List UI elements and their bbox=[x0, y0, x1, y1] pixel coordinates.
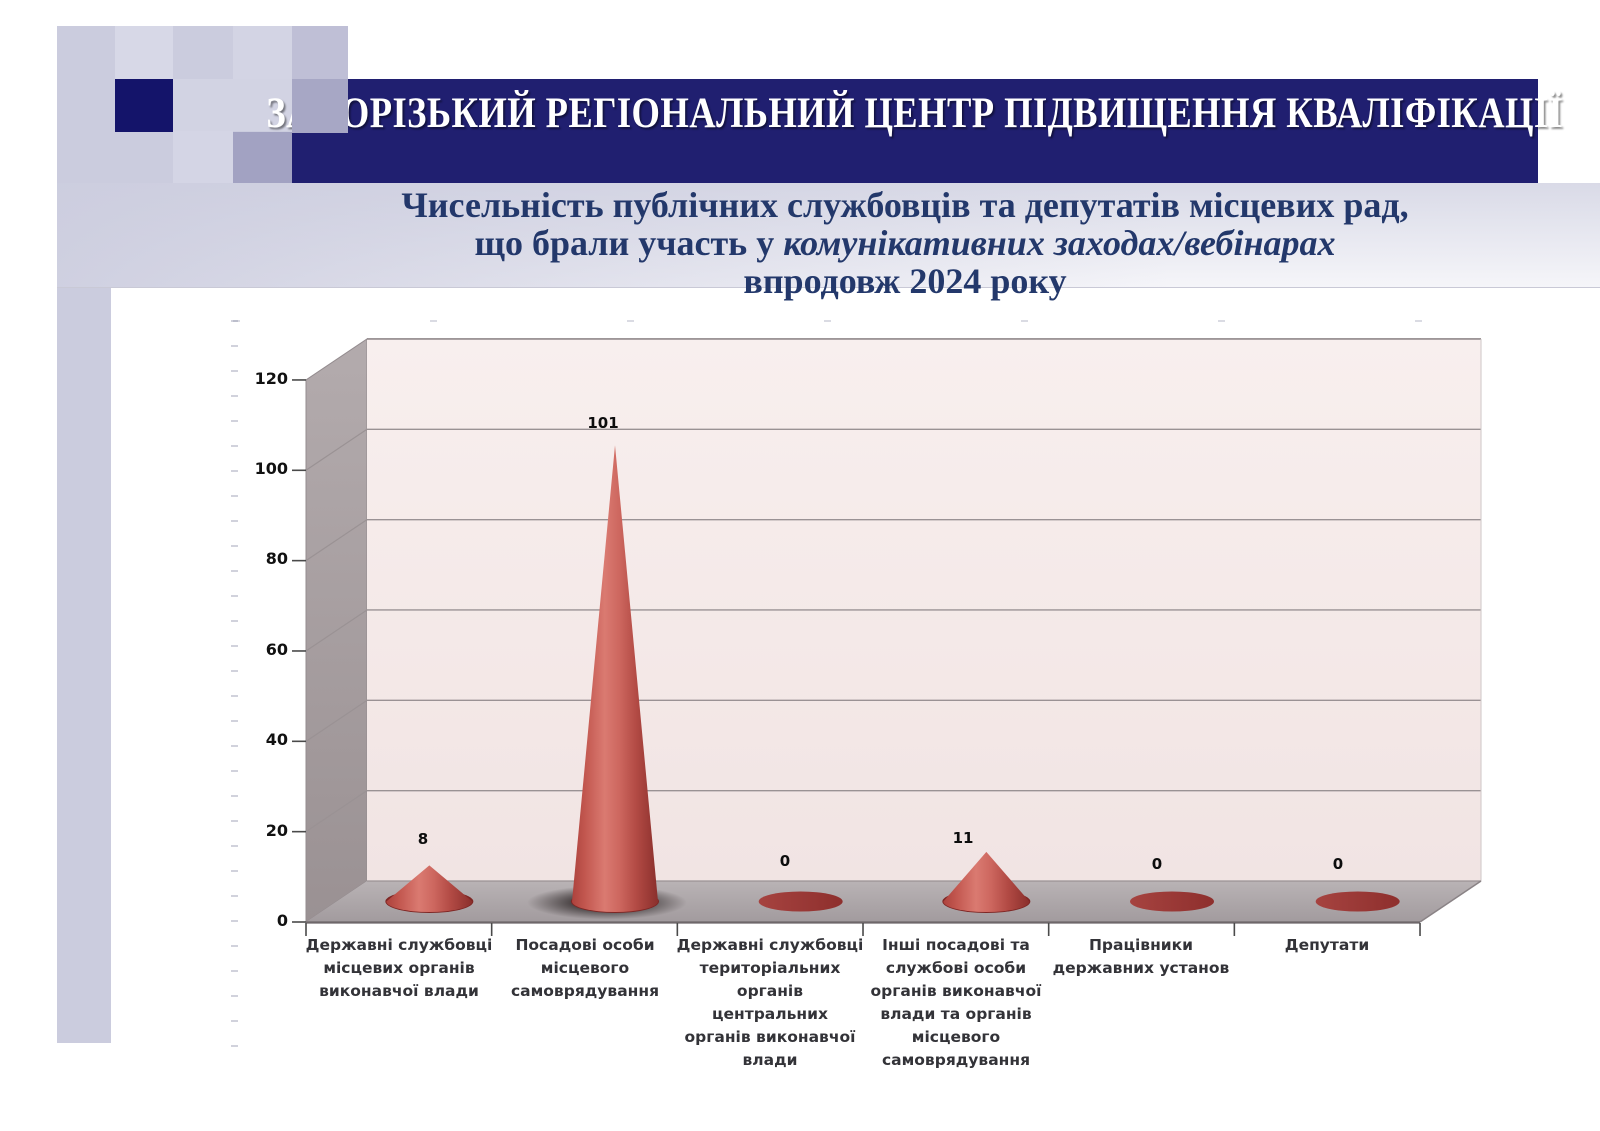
slide-title-line3: впродовж 2024 року bbox=[743, 261, 1067, 301]
slide-title-line2: що брали участь у комунікативних заходах… bbox=[474, 223, 1336, 263]
pixel-square-navy bbox=[115, 79, 173, 132]
y-tick-label: 100 bbox=[254, 459, 288, 478]
pixel-square bbox=[292, 26, 348, 79]
slide-title: Чисельність публічних службовців та депу… bbox=[280, 186, 1530, 300]
y-tick-label: 20 bbox=[265, 821, 288, 840]
y-tick-label: 60 bbox=[265, 640, 288, 659]
data-label: 0 bbox=[779, 852, 791, 870]
data-label: 0 bbox=[1151, 855, 1163, 873]
category-label: Державні службовці місцевих органів вико… bbox=[305, 936, 493, 1000]
category-label: Інші посадові та службові особи органів … bbox=[870, 936, 1042, 1069]
placeholder-dash-left bbox=[231, 320, 238, 1064]
category-label: Депутати bbox=[1284, 936, 1370, 954]
pixel-square bbox=[233, 132, 292, 183]
data-label: 0 bbox=[1332, 855, 1344, 873]
category-label: Посадові особи місцевого самоврядування bbox=[510, 936, 660, 1000]
y-tick-label: 0 bbox=[276, 911, 288, 930]
placeholder-dash-top bbox=[233, 320, 1438, 322]
header-banner-text: ЗАПОРІЗЬКИЙ РЕГІОНАЛЬНИЙ ЦЕНТР ПІДВИЩЕНН… bbox=[266, 90, 1564, 137]
pixel-square bbox=[115, 26, 173, 79]
category-label: Державні службовці територіальних органі… bbox=[676, 936, 864, 1069]
pixel-square bbox=[292, 79, 348, 133]
data-label: 11 bbox=[952, 829, 974, 847]
title-band bbox=[57, 183, 1600, 288]
slide-title-line1: Чисельність публічних службовців та депу… bbox=[401, 185, 1409, 225]
header-banner: ЗАПОРІЗЬКИЙ РЕГІОНАЛЬНИЙ ЦЕНТР ПІДВИЩЕНН… bbox=[267, 79, 1563, 183]
y-tick-label: 40 bbox=[265, 730, 288, 749]
left-decor-stripe bbox=[57, 287, 111, 1043]
pixel-square bbox=[173, 131, 233, 183]
data-label: 101 bbox=[587, 414, 619, 432]
pixel-square bbox=[233, 26, 292, 79]
data-label: 8 bbox=[417, 830, 429, 848]
y-tick-label: 120 bbox=[254, 369, 288, 388]
category-label: Працівники державних установ bbox=[1052, 936, 1230, 977]
pixel-square bbox=[173, 79, 292, 131]
y-tick-label: 80 bbox=[265, 549, 288, 568]
